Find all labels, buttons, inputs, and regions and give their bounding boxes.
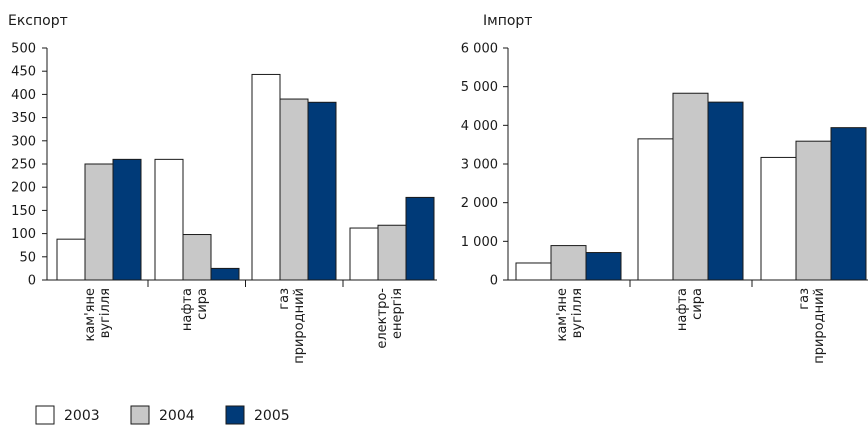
export-y-tick-label: 450 <box>11 65 36 80</box>
import-y-tick-label: 0 <box>490 274 498 289</box>
import-y-tick-label: 1 000 <box>461 235 498 250</box>
export-y-tick-label: 0 <box>28 274 36 289</box>
export-category-label: нафтасира <box>180 288 210 331</box>
export-bar-2005-4 <box>405 196 435 281</box>
import-y-tick-label: 6 000 <box>461 42 498 57</box>
import-bar-2003-3 <box>760 156 797 281</box>
export-y-tick-label: 350 <box>11 111 36 126</box>
import-category-label: нафтасира <box>675 288 705 331</box>
legend-label-2004: 2004 <box>159 408 195 424</box>
export-category-label: кам'яневугілля <box>83 288 113 342</box>
import-bar-2003-2 <box>637 138 674 281</box>
import-bar-2005-3 <box>830 127 867 281</box>
export-chart-title: Експорт <box>8 13 68 29</box>
export-y-tick-label: 500 <box>11 42 36 57</box>
export-bar-2003-1 <box>56 238 86 281</box>
import-bar-2005-2 <box>707 101 744 281</box>
import-y-tick-label: 5 000 <box>461 80 498 95</box>
export-y-tick-label: 400 <box>11 88 36 103</box>
export-y-tick-label: 250 <box>11 158 36 173</box>
import-bar-2003-1 <box>515 262 552 281</box>
import-chart-title: Імпорт <box>483 13 532 29</box>
legend-label-2005: 2005 <box>254 408 290 424</box>
import-bar-2005-1 <box>585 252 622 281</box>
legend-swatch-2003 <box>35 405 55 425</box>
import-category-label: газприродний <box>797 288 827 364</box>
import-bar-2004-2 <box>672 92 709 281</box>
import-bar-2004-3 <box>795 140 832 281</box>
import-chart: 0 1 000 2 000 3 000 4 000 5 000 6 000 кам'яневу… <box>461 42 868 364</box>
export-bar-2003-3 <box>251 73 281 281</box>
import-y-tick-label: 2 000 <box>461 196 498 211</box>
export-bar-2004-2 <box>182 234 212 281</box>
export-bar-2003-2 <box>154 158 184 281</box>
export-bar-2005-2 <box>210 267 240 281</box>
export-category-label: електро-енергія <box>375 288 405 349</box>
export-bar-2004-4 <box>377 224 407 281</box>
export-category-label: газприродний <box>277 288 307 364</box>
export-y-tick-label: 300 <box>11 134 36 149</box>
legend-swatch-2005 <box>225 405 245 425</box>
legend: 2003 2004 2005 <box>35 405 290 425</box>
legend-swatch-2004 <box>130 405 150 425</box>
export-y-tick-label: 200 <box>11 181 36 196</box>
import-y-tick-label: 4 000 <box>461 119 498 134</box>
import-bar-2004-1 <box>550 245 587 281</box>
legend-label-2003: 2003 <box>64 408 100 424</box>
import-y-tick-label: 3 000 <box>461 158 498 173</box>
export-bar-2004-1 <box>84 163 114 281</box>
export-bar-2005-1 <box>112 158 142 281</box>
export-y-tick-label: 100 <box>11 227 36 242</box>
export-bar-2004-3 <box>279 98 309 281</box>
export-bar-2003-4 <box>349 227 379 281</box>
export-y-tick-label: 50 <box>19 250 36 265</box>
export-bar-2005-3 <box>307 101 337 281</box>
export-chart: 0 50 100 150 200 250 300 350 400 450 500 кам'яневуг… <box>11 42 437 364</box>
import-category-label: кам'яневугілля <box>555 288 585 342</box>
export-y-tick-label: 150 <box>11 204 36 219</box>
